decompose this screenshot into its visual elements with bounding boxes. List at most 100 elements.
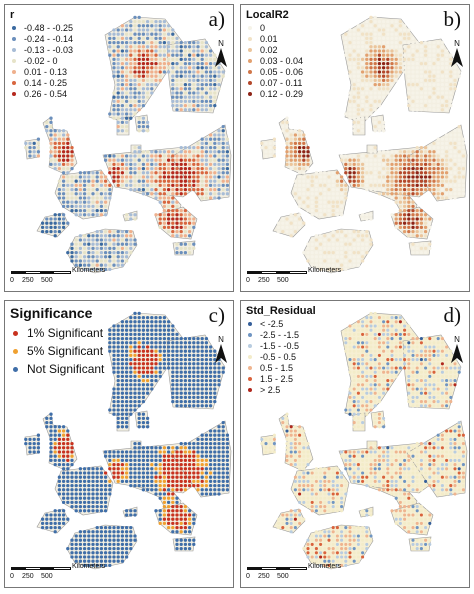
grid-cell [208,196,213,200]
grid-cell [440,91,445,95]
grid-cell [196,471,200,475]
grid-cell [200,366,204,370]
grid-cell [137,95,141,99]
grid-cell [171,87,175,91]
grid-cell [264,145,268,150]
grid-cell [440,183,445,188]
grid-cell [348,32,352,36]
grid-cell [293,484,297,488]
grid-cell [377,479,381,483]
grid-cell [361,358,365,362]
grid-cell [129,61,133,66]
grid-cell [415,91,419,95]
grid-cell [377,95,382,99]
grid-cell [179,82,183,87]
grid-cell [289,454,293,458]
grid-cell [112,525,116,530]
grid-cell [179,242,183,246]
grid-cell [99,213,104,217]
grid-cell [361,387,365,391]
grid-cell [419,463,423,467]
grid-cell [183,395,188,400]
grid-cell [411,162,415,167]
grid-cell [187,82,192,87]
grid-cell [356,408,360,412]
grid-cell [99,525,104,530]
grid-cell [116,28,120,32]
grid-cell [95,183,99,188]
grid-cell [154,362,158,366]
grid-cell [204,61,209,66]
grid-cell [276,225,281,230]
grid-cell [285,225,289,230]
grid-cell [112,538,116,542]
grid-cell [424,395,428,399]
grid-cell [70,196,74,200]
grid-cell [381,45,386,49]
grid-cell [436,345,440,349]
grid-cell [386,171,390,175]
grid-cell [289,463,293,467]
grid-cell [444,95,449,99]
grid-cell [293,450,297,454]
grid-cell [394,332,398,336]
grid-cell [141,61,146,66]
grid-cell [457,488,461,492]
grid-cell [407,225,411,230]
grid-cell [57,166,62,171]
grid-cell [415,179,419,183]
grid-cell [398,213,403,217]
grid-cell [314,250,319,255]
grid-cell [407,400,411,404]
grid-cell [390,320,394,324]
grid-cell [415,471,419,475]
grid-cell [179,70,183,74]
grid-cell [339,238,344,242]
grid-cell [150,49,154,53]
grid-cell [162,24,167,28]
grid-cell [335,475,339,479]
grid-cell [103,500,108,505]
grid-cell [369,366,373,370]
grid-cell [361,362,365,366]
grid-cell [365,250,369,255]
grid-cell [57,137,62,141]
grid-cell [348,53,352,57]
grid-cell [103,504,108,509]
grid-cell [124,70,129,74]
grid-cell [373,145,377,150]
grid-cell [461,488,465,492]
grid-cell [361,391,365,395]
grid-cell [344,171,348,175]
grid-cell [440,353,444,357]
grid-cell [390,345,394,349]
grid-cell [171,179,175,183]
grid-cell [124,32,129,36]
grid-cell [187,462,192,467]
grid-cell [103,259,108,263]
grid-cell [445,446,449,450]
grid-cell [213,441,217,446]
grid-cell [377,171,382,175]
grid-cell [192,103,196,108]
grid-cell [360,74,365,78]
grid-cell [457,475,461,479]
grid-cell [314,467,318,471]
grid-cell [415,379,419,383]
grid-cell [120,112,125,116]
legend-label: -0.48 - -0.25 [24,22,74,33]
grid-cell [108,154,112,158]
land-shape [272,508,306,534]
grid-cell [74,551,78,555]
grid-cell [99,504,104,509]
grid-cell [108,467,112,471]
grid-cell [87,542,91,547]
grid-cell [204,492,209,496]
grid-cell [129,32,133,36]
grid-cell [204,196,209,200]
grid-cell [398,40,403,45]
grid-cell [133,175,137,179]
grid-cell [150,454,154,458]
grid-cell [356,112,361,116]
grid-cell [386,175,390,179]
